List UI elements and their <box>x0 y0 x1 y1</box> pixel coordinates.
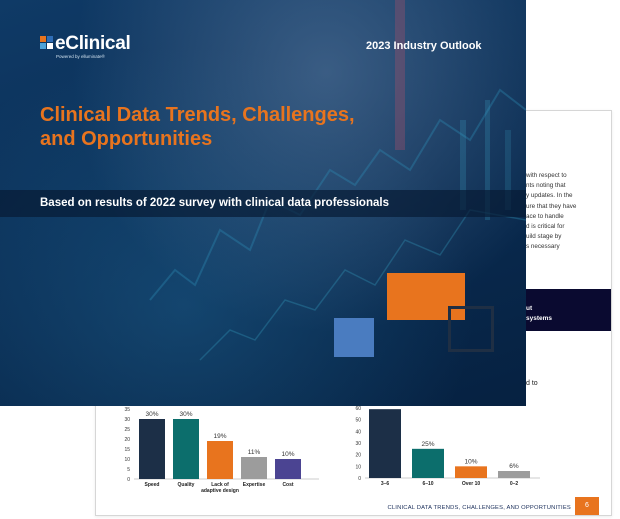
x-tick-label: Cost <box>282 482 293 488</box>
bar <box>369 409 401 478</box>
title-line-2: and Opportunities <box>40 128 213 150</box>
y-tick-label: 30 <box>355 441 361 447</box>
back-text-line: ure that they have <box>526 202 577 210</box>
decorative-blue-square <box>334 318 374 357</box>
bar-value-label: 30% <box>145 411 158 418</box>
outlook-label: 2023 Industry Outlook <box>366 40 482 52</box>
x-tick-label: adaptive design <box>201 488 239 494</box>
subtitle-band: Based on results of 2022 survey with cli… <box>0 190 526 217</box>
y-tick-label: 0 <box>358 476 361 482</box>
bar-chart-challenges: 0 5 10 15 20 25 30 35 30% Speed 30% Quality 19% Lack … <box>124 407 319 494</box>
y-tick-label: 35 <box>124 407 130 413</box>
back-text-line: with respect to <box>526 172 567 179</box>
back-fragment-text: d to <box>526 380 538 387</box>
x-tick-label: Lack of <box>211 482 229 488</box>
y-tick-label: 0 <box>127 477 130 483</box>
bar-value-label: 6% <box>509 463 519 470</box>
x-tick-label: 6–10 <box>422 481 433 487</box>
back-text-line: d is critical for <box>526 223 565 231</box>
x-tick-label: 3–6 <box>381 481 390 487</box>
x-tick-label: Expertise <box>243 482 266 488</box>
y-tick-label: 25 <box>124 427 130 433</box>
bar <box>207 441 233 479</box>
y-tick-label: 60 <box>355 406 361 412</box>
logo-wordmark: eClinical <box>55 33 131 54</box>
y-tick-label: 40 <box>355 429 361 435</box>
bar-value-label: 10% <box>464 458 477 465</box>
back-dark-callout: ut systems <box>526 289 611 331</box>
y-tick-label: 15 <box>124 447 130 453</box>
cover-page: eClinical Powered by elluminate® 2023 In… <box>0 0 526 406</box>
decorative-outline-square <box>448 306 494 352</box>
bar-value-label: 11% <box>248 449 261 456</box>
bar <box>412 448 444 478</box>
logo-mark-icon <box>40 36 54 54</box>
bar <box>241 457 267 479</box>
x-tick-label: Quality <box>178 482 195 488</box>
callout-line: ut <box>526 305 533 312</box>
page-number: 6 <box>575 497 599 515</box>
bar <box>498 471 530 478</box>
x-tick-label: Speed <box>144 482 159 488</box>
bar-value-label: 19% <box>213 433 226 440</box>
back-text-line: nts noting that <box>526 182 566 190</box>
y-tick-label: 5 <box>127 467 130 473</box>
x-tick-label: Over 10 <box>462 481 481 487</box>
bar-value-label: 25% <box>421 441 434 448</box>
report-subtitle: Based on results of 2022 survey with cli… <box>40 197 389 209</box>
bar-value-label: 30% <box>179 411 192 418</box>
bar-chart-years: 0 10 20 30 40 50 60 3–6 25% 6–10 10% Over 10 6% 0–2 <box>355 406 540 487</box>
y-tick-label: 10 <box>355 464 361 470</box>
back-text-line: s necessary <box>526 243 560 251</box>
decorative-orange-square <box>387 273 465 320</box>
y-tick-label: 50 <box>355 418 361 424</box>
background-trend-graphic <box>149 0 526 361</box>
y-tick-label: 30 <box>124 417 130 423</box>
bar <box>275 459 301 479</box>
y-tick-label: 10 <box>124 457 130 463</box>
back-page-text: with respect to nts noting that y update… <box>526 171 606 253</box>
back-text-line: uild stage by <box>526 233 562 241</box>
bar <box>455 466 487 478</box>
bar <box>173 419 199 479</box>
logo-tagline: Powered by elluminate® <box>56 54 105 59</box>
back-text-line: ace to handle <box>526 212 564 220</box>
page-footer: CLINICAL DATA TRENDS, CHALLENGES, AND OP… <box>387 505 571 511</box>
chart-challenges: 0 5 10 15 20 25 30 35 30% Speed 30% Quality 19% Lack … <box>106 403 321 503</box>
back-text-line: y updates. In the <box>526 192 573 200</box>
y-tick-label: 20 <box>355 453 361 459</box>
bar-value-label: 10% <box>281 451 294 458</box>
y-tick-label: 20 <box>124 437 130 443</box>
chart-years: 0 10 20 30 40 50 60 3–6 25% 6–10 10% Over 10 6% 0–2 <box>351 403 541 498</box>
report-title: Clinical Data Trends, Challenges, and Op… <box>40 103 460 151</box>
bar <box>139 419 165 479</box>
x-tick-label: 0–2 <box>510 481 519 487</box>
callout-line: systems <box>526 315 553 322</box>
title-line-1: Clinical Data Trends, Challenges, <box>40 104 355 126</box>
